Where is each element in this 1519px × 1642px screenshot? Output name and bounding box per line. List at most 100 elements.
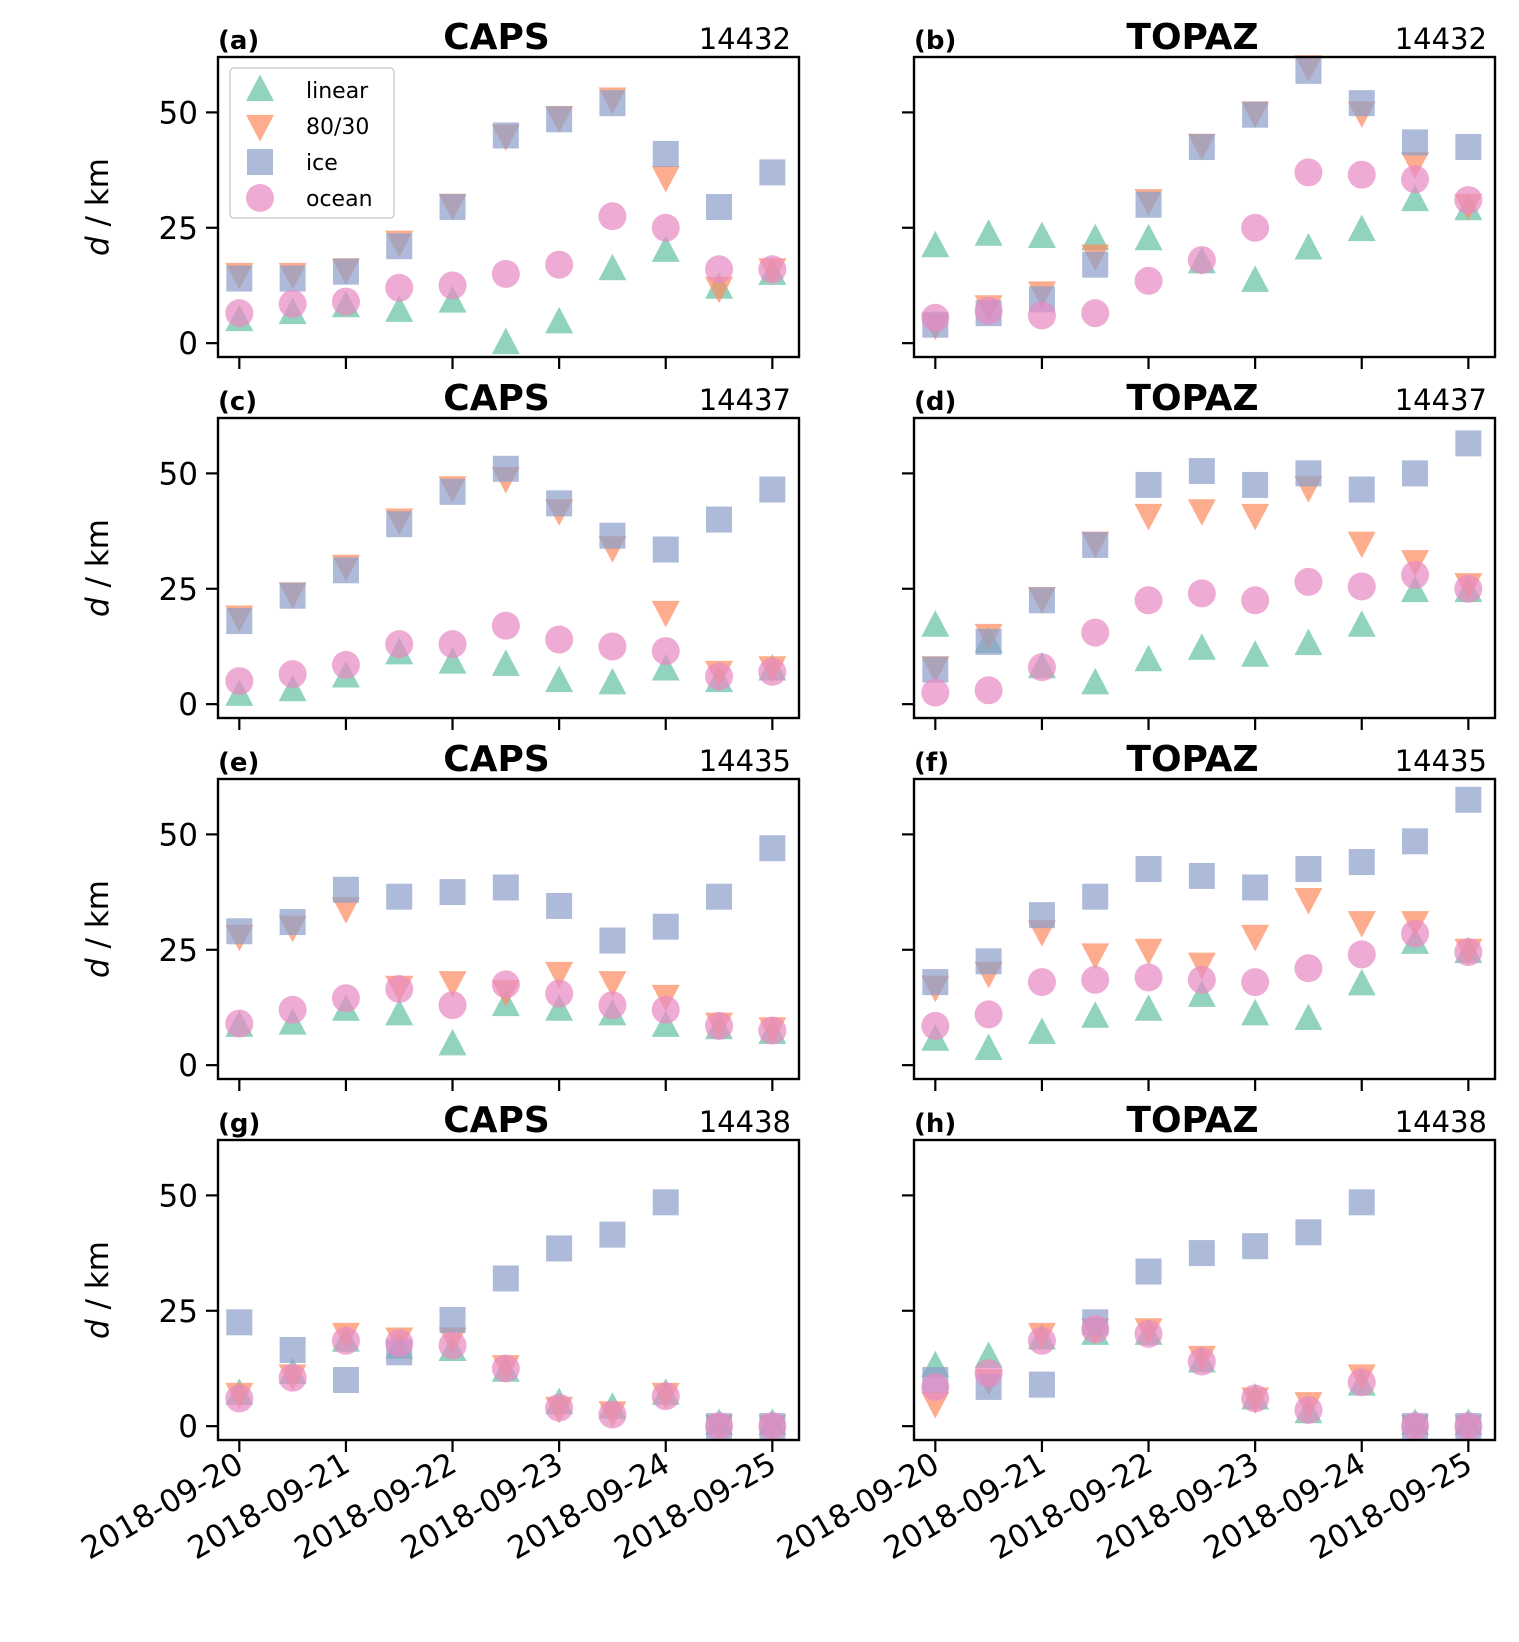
ice-point [1295, 460, 1322, 487]
ocean-point [651, 1382, 680, 1411]
ocean-point [1081, 965, 1110, 994]
y-tick-label: 50 [159, 817, 198, 853]
ice-point [706, 883, 733, 910]
linear-point [1347, 968, 1376, 996]
series-linear [225, 235, 787, 355]
ocean-point [921, 1372, 950, 1401]
ice-point [226, 608, 253, 635]
ocean-point [1134, 266, 1163, 295]
ice-point [599, 90, 626, 117]
series-ice [922, 430, 1482, 683]
series-ocean [225, 970, 787, 1045]
ice-point [1082, 531, 1109, 558]
plot-frame [912, 55, 1497, 359]
ocean-point [758, 657, 787, 686]
ocean-point [598, 1400, 627, 1429]
ice-point [492, 1265, 519, 1292]
series-ocean [225, 202, 787, 328]
ice-point [1402, 828, 1429, 855]
ice-point [279, 909, 306, 936]
ice-point [386, 233, 413, 260]
ocean-point [1081, 1315, 1110, 1344]
ice-point [332, 557, 359, 584]
series-ocean [225, 611, 787, 696]
ice-point [1242, 471, 1269, 498]
ocean-point [651, 637, 680, 666]
ice-point [706, 194, 733, 220]
panel-c: (c) CAPS 14437 0 25 50 d / km [80, 378, 801, 730]
ocean-point [491, 1354, 520, 1383]
ocean-point [278, 995, 307, 1024]
ocean-point [491, 611, 520, 640]
legend-ocean-marker [246, 184, 274, 212]
plot-frame [912, 1138, 1497, 1442]
series-linear [921, 184, 1483, 292]
ice-point [1188, 458, 1215, 485]
panel-letter: (a) [218, 26, 259, 56]
linear-point [651, 654, 680, 681]
ice-point [975, 628, 1002, 655]
y-axis-label-unit: / km [80, 158, 116, 236]
ice-point [1082, 251, 1109, 278]
t8030-point [438, 971, 467, 998]
ocean-point [1027, 968, 1056, 997]
series-ice [922, 1189, 1482, 1440]
ocean-point [758, 255, 787, 284]
linear-point [385, 295, 414, 322]
ocean-point [1027, 653, 1056, 682]
ocean-point [705, 255, 734, 284]
t8030-point [1347, 911, 1376, 938]
t8030-point [1241, 503, 1270, 531]
series-linear [921, 575, 1483, 695]
series-ocean [921, 158, 1483, 332]
ocean-point [385, 630, 414, 659]
ice-point [386, 511, 413, 538]
panel-letter: (f) [914, 748, 949, 778]
ice-point [386, 883, 413, 910]
ice-point [652, 1189, 679, 1216]
ice-point [226, 1309, 253, 1336]
series-ocean [921, 1315, 1483, 1441]
ocean-point [545, 1393, 574, 1422]
t8030-point [331, 897, 360, 924]
panel-b: (b) TOPAZ 14432 [902, 17, 1497, 369]
ocean-point [225, 1384, 254, 1413]
legend-t8030-label: 80/30 [306, 115, 369, 140]
ocean-point [491, 970, 520, 999]
series-ocean [921, 919, 1483, 1040]
ice-point [439, 478, 466, 505]
ocean-point [1134, 963, 1163, 992]
ocean-point [598, 991, 627, 1020]
ocean-point [705, 1011, 734, 1040]
linear-point [1081, 223, 1110, 251]
ice-point [1242, 1233, 1269, 1260]
legend-linear-label: linear [306, 79, 369, 104]
ice-point [922, 656, 949, 683]
t8030-point [651, 166, 680, 193]
ocean-point [1241, 968, 1270, 997]
y-tick-label: 25 [159, 211, 198, 247]
ocean-point [1294, 954, 1323, 983]
ice-point [332, 1367, 359, 1393]
ice-point [599, 927, 626, 954]
linear-point [385, 998, 414, 1026]
plot-frame [216, 55, 801, 359]
ocean-point [1454, 938, 1483, 967]
y-tick-label: 25 [159, 572, 198, 608]
ice-point [1455, 134, 1482, 160]
panel-id: 14435 [699, 744, 791, 778]
ice-point [279, 265, 306, 292]
ocean-point [1241, 1384, 1270, 1413]
ice-point [1348, 476, 1375, 503]
t8030-point [1294, 888, 1323, 915]
ice-point [1242, 101, 1269, 128]
ice-point [439, 1307, 466, 1333]
ice-point [1348, 849, 1375, 876]
panel-title: CAPS [443, 17, 550, 58]
ocean-point [225, 667, 254, 696]
panel-d: (d) TOPAZ 14437 [902, 378, 1497, 730]
t8030-point [705, 276, 734, 304]
ocean-point [331, 287, 360, 316]
ocean-point [438, 630, 467, 659]
